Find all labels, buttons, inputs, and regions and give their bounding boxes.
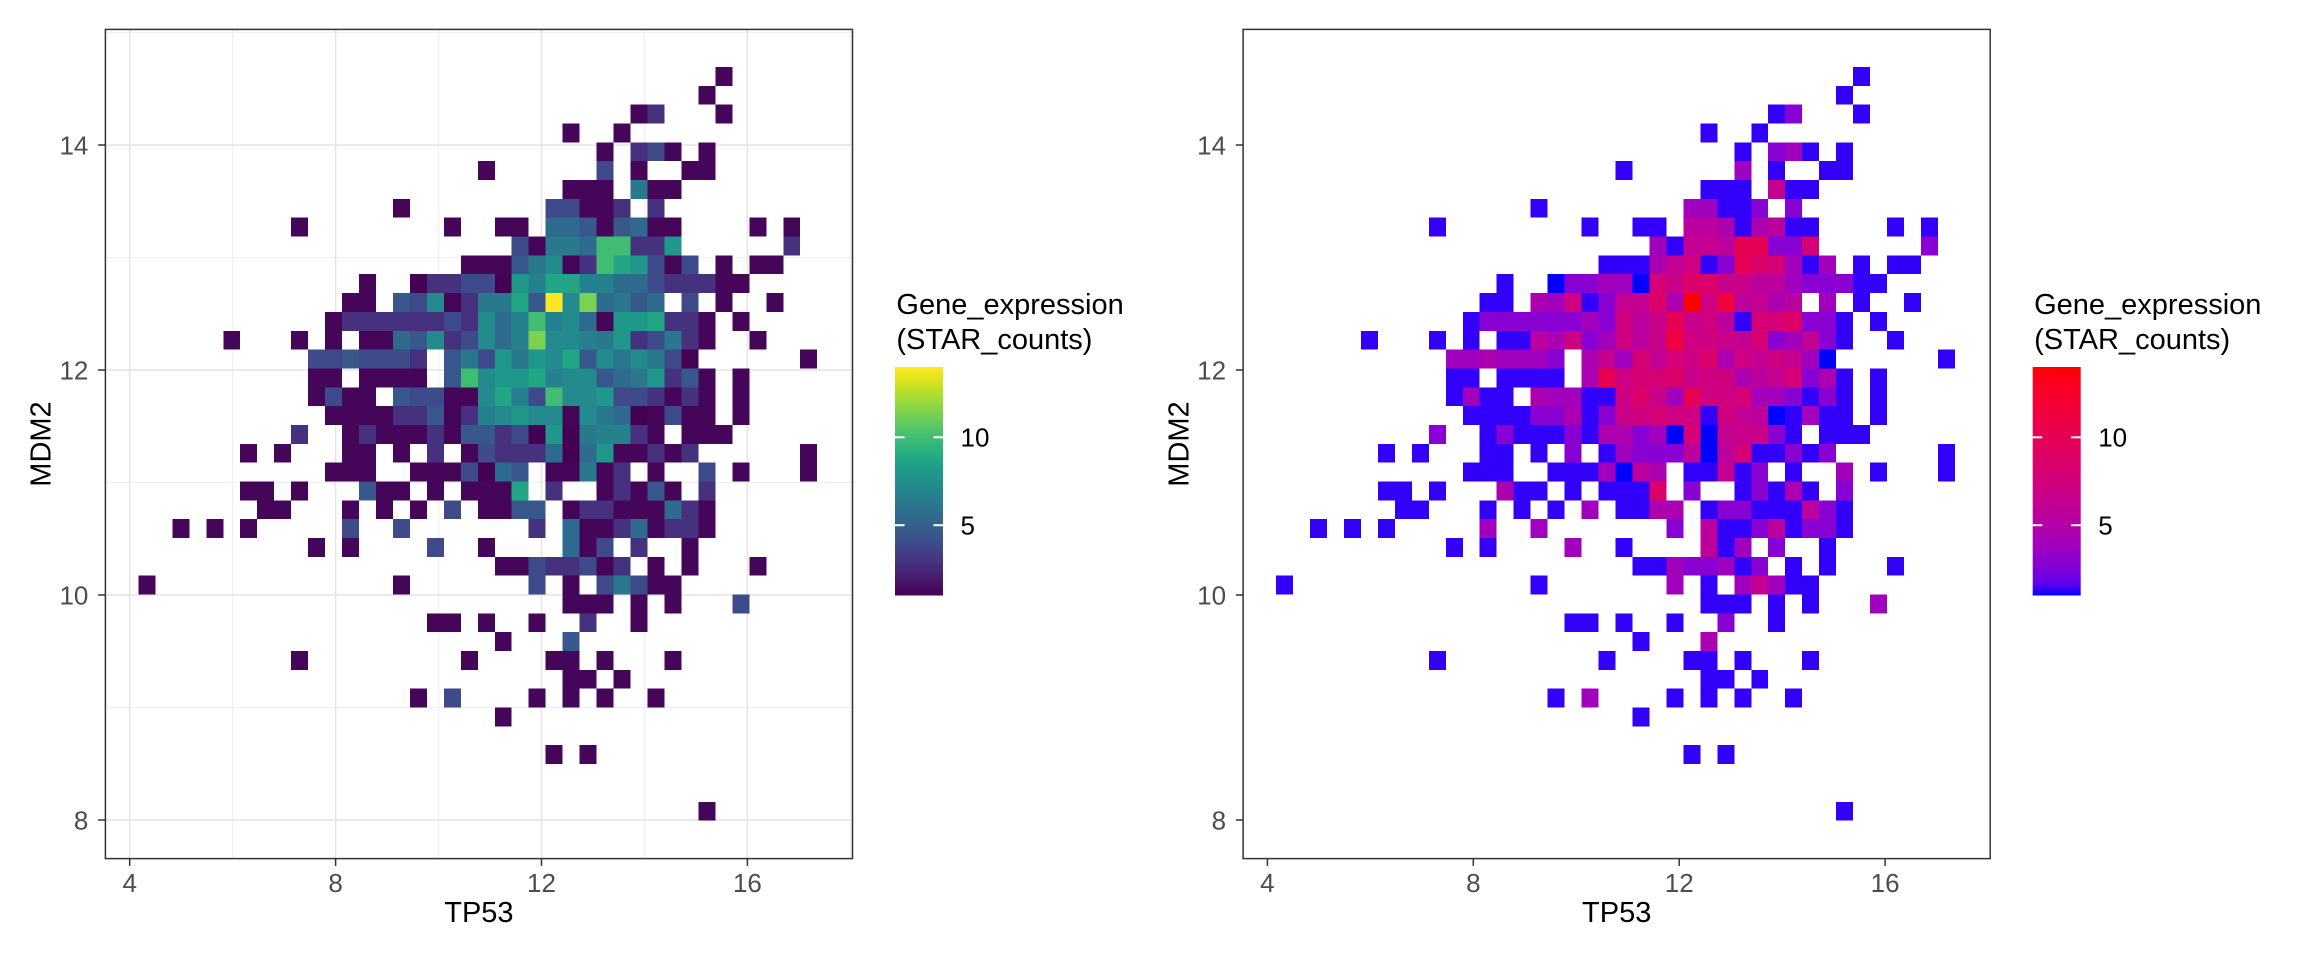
svg-text:12: 12 [59,355,88,385]
svg-text:4: 4 [122,868,136,898]
svg-text:Gene_expression: Gene_expression [2034,289,2261,321]
svg-text:(STAR_counts): (STAR_counts) [2034,324,2230,356]
svg-text:10: 10 [1197,580,1226,610]
svg-text:14: 14 [1197,130,1226,160]
svg-text:16: 16 [733,868,762,898]
svg-text:10: 10 [2098,423,2127,453]
svg-text:8: 8 [1212,805,1226,835]
svg-text:TP53: TP53 [444,897,513,929]
svg-text:MDM2: MDM2 [26,401,58,486]
svg-text:5: 5 [2098,511,2112,541]
svg-text:4: 4 [1260,868,1274,898]
svg-text:(STAR_counts): (STAR_counts) [896,324,1092,356]
svg-text:Gene_expression: Gene_expression [896,289,1123,321]
svg-text:TP53: TP53 [1582,897,1651,929]
svg-text:8: 8 [1466,868,1480,898]
svg-text:10: 10 [961,423,990,453]
svg-text:8: 8 [328,868,342,898]
svg-text:8: 8 [74,805,88,835]
svg-text:12: 12 [527,868,556,898]
svg-text:12: 12 [1197,355,1226,385]
svg-text:12: 12 [1665,868,1694,898]
svg-text:5: 5 [961,511,975,541]
svg-text:MDM2: MDM2 [1163,401,1195,486]
svg-text:10: 10 [59,580,88,610]
svg-text:16: 16 [1871,868,1900,898]
svg-text:14: 14 [59,130,88,160]
